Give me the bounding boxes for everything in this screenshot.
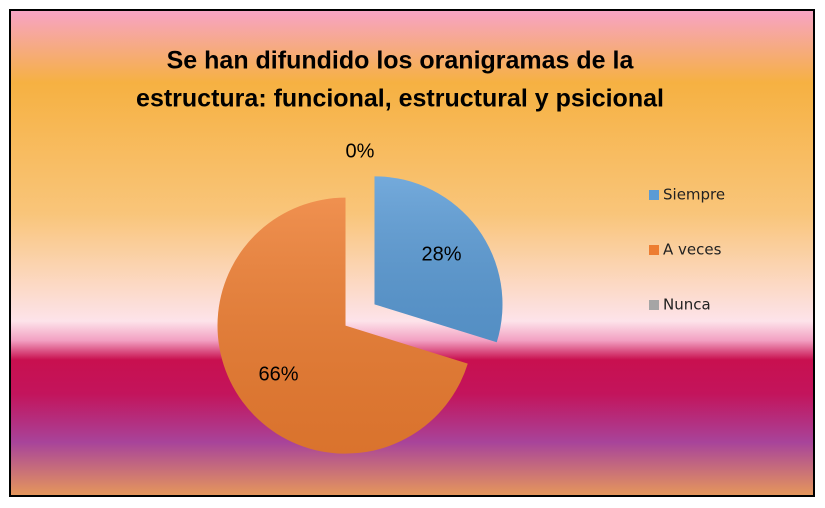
legend-label: Nunca: [663, 296, 711, 314]
data-label: 0%: [346, 141, 375, 163]
legend-swatch: [649, 190, 659, 200]
legend-label: Siempre: [663, 186, 725, 204]
chart-title: Se han difundido los oranigramas de la: [167, 47, 635, 75]
legend-label: A veces: [663, 241, 722, 259]
legend-swatch: [649, 300, 659, 310]
pie-slice-shade: [217, 197, 468, 454]
legend-swatch: [649, 245, 659, 255]
pie-slice-shade: [374, 176, 503, 343]
data-label: 28%: [421, 243, 461, 265]
data-label: 66%: [259, 363, 299, 385]
chart-title: estructura: funcional, estructural y psi…: [136, 85, 664, 113]
